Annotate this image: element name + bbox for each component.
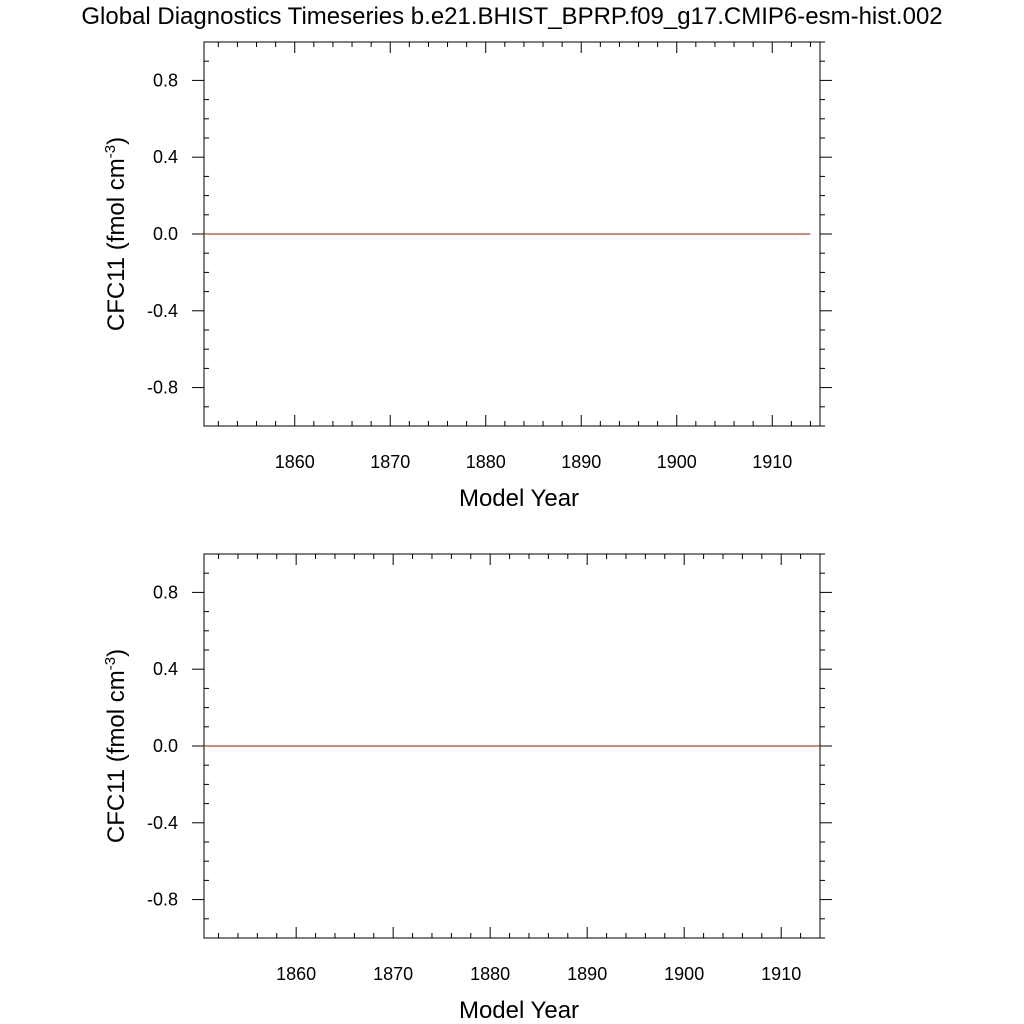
y-axis-label: CFC11 (fmol cm-3): [102, 649, 130, 843]
y-axis-label: CFC11 (fmol cm-3): [102, 137, 130, 331]
x-tick-label: 1880: [466, 452, 506, 472]
x-tick-label: 1910: [752, 452, 792, 472]
x-tick-label: 1880: [470, 964, 510, 984]
x-tick-label: 1890: [561, 452, 601, 472]
y-tick-label: 0.4: [153, 147, 178, 167]
x-tick-label: 1910: [761, 964, 801, 984]
x-axis-label: Model Year: [459, 485, 579, 512]
x-tick-label: 1860: [275, 452, 315, 472]
y-tick-label: -0.8: [147, 890, 178, 910]
y-tick-label: 0.0: [153, 736, 178, 756]
y-tick-label: 0.8: [153, 70, 178, 90]
chart-title: Global Diagnostics Timeseries b.e21.BHIS…: [81, 3, 942, 30]
x-tick-label: 1890: [567, 964, 607, 984]
x-tick-label: 1870: [370, 452, 410, 472]
y-tick-label: 0.4: [153, 659, 178, 679]
y-tick-label: -0.8: [147, 378, 178, 398]
x-tick-label: 1870: [373, 964, 413, 984]
y-tick-label: -0.4: [147, 301, 178, 321]
x-tick-label: 1860: [276, 964, 316, 984]
chart-panel-1: 1860 1870 1880 1890 1900 1910 0.8 0.4 0.0 -0.4 -0.…: [102, 41, 832, 512]
x-tick-label: 1900: [664, 964, 704, 984]
y-tick-label: 0.8: [153, 582, 178, 602]
y-tick-label: -0.4: [147, 813, 178, 833]
y-tick-label: 0.0: [153, 224, 178, 244]
x-tick-label: 1900: [657, 452, 697, 472]
chart-panel-2: 1860 1870 1880 1890 1900 1910 0.8 0.4 0.0 -0.4 -0.…: [102, 553, 832, 1024]
x-axis-label: Model Year: [459, 997, 579, 1024]
